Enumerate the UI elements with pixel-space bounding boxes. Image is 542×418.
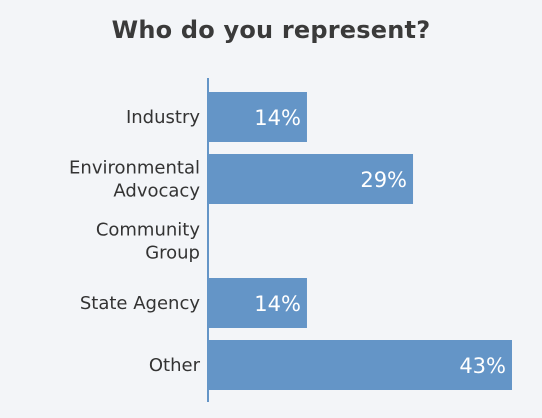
category-label-1-1: Advocacy [113,181,200,202]
bar-1 [208,154,414,204]
chart-title: Who do you represent? [111,16,431,44]
category-label-2-1: Group [145,243,200,264]
category-label-3-0: State Agency [80,293,200,314]
bars-layer [208,92,512,390]
bar-3 [208,278,307,328]
value-label-3: 14% [254,292,301,316]
category-label-4-0: Other [149,355,201,376]
bar-4 [208,340,512,390]
category-label-0-0: Industry [126,107,200,128]
category-label-1-0: Environmental [69,158,200,179]
value-label-1: 29% [360,168,407,192]
value-label-4: 43% [459,354,506,378]
category-label-2-0: Community [96,220,201,241]
value-label-0: 14% [254,106,301,130]
bar-0 [208,92,307,142]
